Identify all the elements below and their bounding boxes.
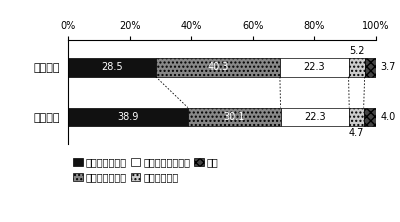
Text: 28.5: 28.5 [101, 62, 123, 72]
Bar [280, 58, 348, 77]
Bar [68, 107, 188, 126]
Text: 3.7: 3.7 [381, 62, 396, 72]
Text: 4.7: 4.7 [349, 128, 364, 138]
Text: 22.3: 22.3 [304, 62, 325, 72]
Text: 40.3: 40.3 [207, 62, 228, 72]
Text: 5.2: 5.2 [349, 46, 364, 56]
Text: 30.1: 30.1 [224, 112, 245, 122]
Bar [348, 58, 365, 77]
Bar [68, 58, 156, 77]
Text: 38.9: 38.9 [117, 112, 138, 122]
Bar [364, 107, 376, 126]
Bar [349, 107, 364, 126]
Legend: 所得税課税世帯, 住民税課税世帯, 住民税非課税世帯, 生活保護世帯, 不明: 所得税課税世帯, 住民税課税世帯, 住民税非課税世帯, 生活保護世帯, 不明 [73, 157, 218, 182]
Bar [280, 107, 349, 126]
Text: 22.3: 22.3 [304, 112, 326, 122]
Text: 4.0: 4.0 [381, 112, 396, 122]
Bar [156, 58, 280, 77]
Bar [365, 58, 376, 77]
Bar [188, 107, 280, 126]
